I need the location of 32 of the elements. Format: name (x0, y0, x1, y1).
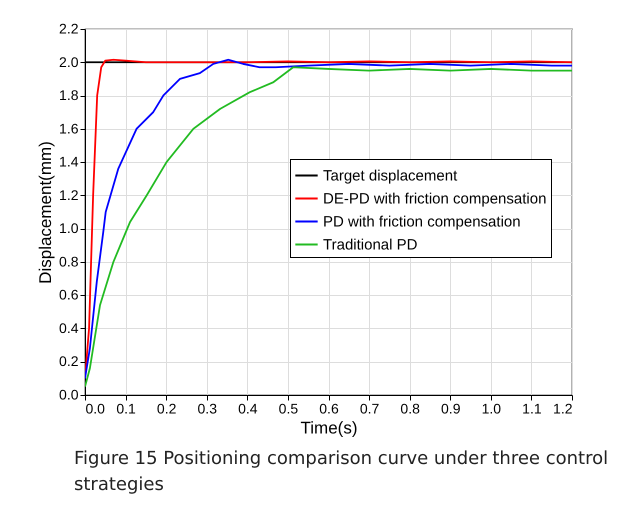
x-tick-label: 0.0 (86, 400, 106, 416)
x-axis-title: Time(s) (300, 418, 358, 438)
legend-label: Target displacement (323, 168, 458, 184)
caption: Figure 15 Positioning comparison curve under three control strategies (74, 447, 610, 498)
y-tick-label: 1.4 (59, 154, 79, 170)
x-tick-label: 0.2 (156, 400, 177, 416)
x-tick-label: 1.2 (553, 400, 573, 416)
y-tick-label: 1.8 (59, 87, 79, 104)
legend-label: Traditional PD (323, 236, 418, 254)
y-tick-label: 1.6 (59, 120, 79, 136)
x-tick-label: 0.8 (400, 400, 420, 416)
x-tick-label: 1.1 (522, 400, 542, 416)
y-axis-title: Displacement(mm) (36, 141, 56, 284)
x-tick-label: 0.5 (278, 400, 298, 416)
x-tick-label: 0.6 (319, 400, 339, 416)
y-tick-label: 0.2 (59, 353, 79, 370)
x-tick-label: 0.7 (360, 400, 380, 416)
legend-label: PD with friction compensation (323, 214, 521, 230)
x-tick-label: 0.1 (116, 400, 136, 416)
legend-label: DE-PD with friction compensation (323, 190, 546, 208)
y-tick-label: 0.4 (59, 320, 79, 336)
y-tick-label: 0.6 (59, 286, 79, 303)
x-tick-label: 0.4 (238, 400, 258, 416)
y-tick-label: 1.2 (59, 186, 79, 203)
y-tick-label: 2.2 (59, 20, 79, 36)
y-tick-label: 2.0 (59, 54, 79, 70)
x-tick-label: 0.9 (441, 400, 461, 416)
x-tick-label: 0.3 (198, 400, 218, 416)
y-tick-label: 0.0 (59, 386, 79, 402)
y-tick-label: 1.0 (59, 220, 79, 236)
y-tick-label: 0.8 (59, 253, 79, 270)
x-tick-label: 1.0 (482, 400, 502, 416)
